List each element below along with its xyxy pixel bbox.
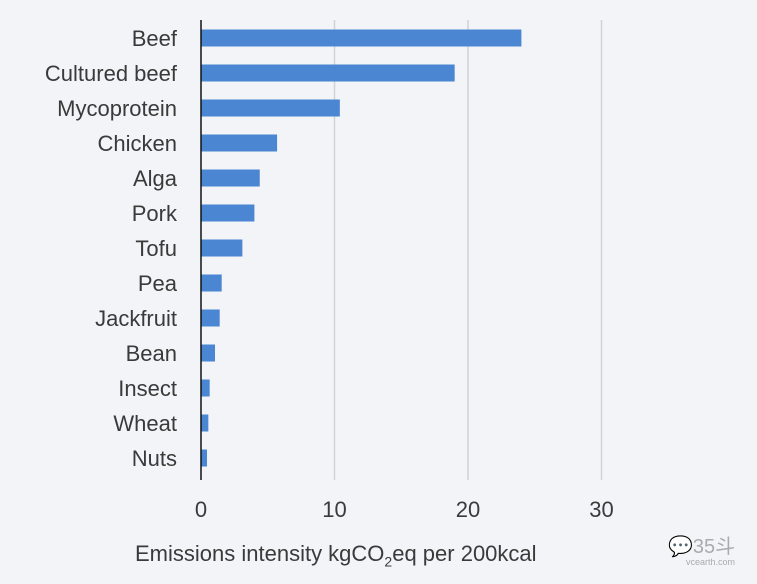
x-axis-title: Emissions intensity kgCO2eq per 200kcal — [135, 541, 537, 570]
wechat-icon: 💬 — [668, 536, 693, 558]
bar-tofu — [201, 239, 243, 257]
category-label: Insect — [118, 376, 177, 401]
bar-chicken — [201, 134, 278, 152]
category-label: Bean — [126, 341, 177, 366]
category-label: Wheat — [113, 411, 177, 436]
bar-mycoprotein — [201, 99, 340, 117]
bar-beef — [201, 29, 522, 47]
x-tick-label: 10 — [322, 497, 346, 522]
category-label: Pork — [132, 201, 178, 226]
bar-pea — [201, 274, 222, 292]
category-label: Alga — [133, 166, 178, 191]
x-tick-label: 30 — [589, 497, 613, 522]
category-label: Pea — [138, 271, 178, 296]
category-label: Tofu — [135, 236, 177, 261]
bar-insect — [201, 379, 210, 397]
bar-cultured-beef — [201, 64, 455, 82]
category-label: Cultured beef — [45, 61, 178, 86]
bar-jackfruit — [201, 309, 220, 327]
category-label: Nuts — [132, 446, 177, 471]
x-tick-label: 20 — [456, 497, 480, 522]
bar-alga — [201, 169, 260, 187]
category-label: Jackfruit — [95, 306, 177, 331]
x-tick-label: 0 — [195, 497, 207, 522]
category-label: Chicken — [98, 131, 177, 156]
bar-nuts — [201, 449, 208, 467]
category-label: Beef — [132, 26, 178, 51]
bar-pork — [201, 204, 255, 222]
bar-wheat — [201, 414, 209, 432]
watermark: 💬35斗 vcearth.com — [668, 536, 736, 567]
bar-bean — [201, 344, 216, 362]
category-label: Mycoprotein — [57, 96, 177, 121]
